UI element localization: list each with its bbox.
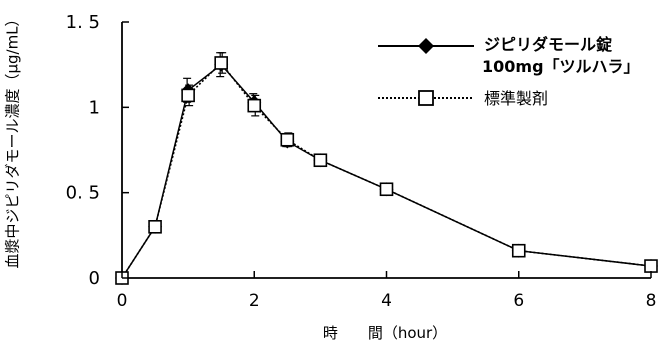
y-tick-label: 0. 5 [66,183,100,204]
series-1 [115,52,658,285]
legend-label-series-2: 標準製剤 [484,89,548,108]
y-tick-label: 0 [89,268,100,289]
legend-item-series-1: ジピリダモール錠 100mg「ツルハラ」 [378,35,640,76]
data-point-square [379,182,394,197]
y-axis-label: 血漿中ジピリダモール濃度（μg/mL） [4,11,22,268]
legend: ジピリダモール錠 100mg「ツルハラ」 標準製剤 [378,35,640,108]
legend-item-series-2: 標準製剤 [378,89,548,108]
x-axis-label: 時 間（hour） [323,324,447,342]
data-point-square [644,259,658,273]
series-2 [115,52,658,285]
x-tick-label: 6 [513,291,524,311]
x-tick-label: 8 [646,291,657,311]
x-tick-label: 4 [381,291,392,311]
series-1-line [121,63,652,279]
x-tick-label: 2 [249,291,260,311]
data-point-square [148,220,162,234]
data-point-square [247,98,262,113]
legend-label-series-1-line1: ジピリダモール錠 [484,35,612,54]
data-point-square [313,153,328,168]
data-point-square [214,56,228,70]
x-tick-label: 0 [117,291,128,311]
data-point-square [511,243,526,258]
y-tick-label: 1 [89,97,100,118]
y-tick-label: 1. 5 [66,12,100,33]
series-layer [115,52,658,285]
legend-label-series-1-line2: 100mg「ツルハラ」 [482,57,640,76]
series-2-line [121,61,652,279]
ticks: 0 0. 5 1 1. 5 0 2 4 6 8 [66,12,657,311]
legend-marker-square [418,90,434,106]
legend-marker-diamond [418,38,434,54]
data-point-square [181,88,195,103]
data-point-square [280,132,295,147]
